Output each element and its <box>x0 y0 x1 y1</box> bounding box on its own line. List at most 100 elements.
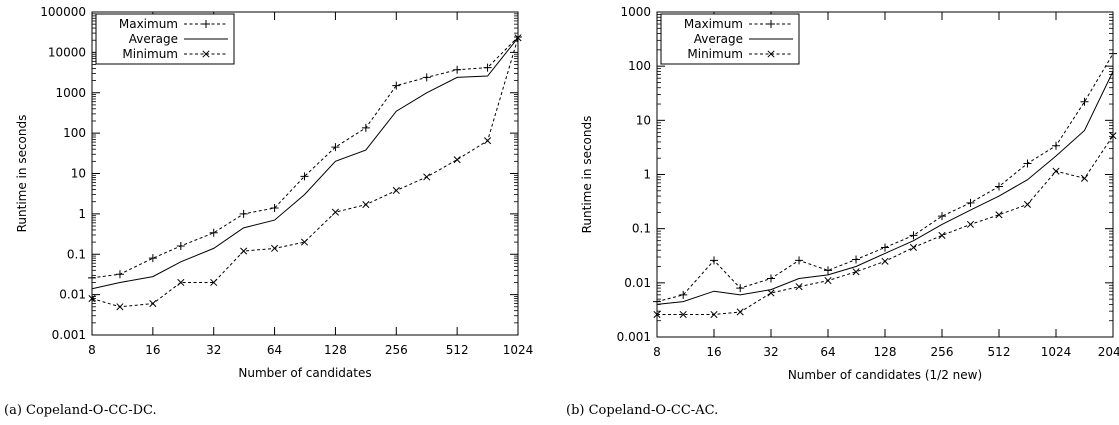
chart-a-series-minimum-point <box>423 173 431 181</box>
chart-b-series-maximum-point <box>679 290 688 299</box>
chart-a-series-minimum-point <box>240 247 248 255</box>
chart-a-series-minimum-point <box>362 201 370 209</box>
chart-a-series-minimum-point <box>116 303 124 311</box>
chart-b-series-minimum-point <box>966 220 975 228</box>
chart-b-series-maximum-point <box>710 256 718 265</box>
chart-b-series-minimum-line <box>657 135 1114 315</box>
caption-b: (b) Copeland-O-CC-AC. <box>566 403 719 418</box>
chart-b-series-minimum-point <box>995 211 1003 219</box>
chart-a-legend-marker <box>202 20 210 28</box>
chart-b-series-minimum-point <box>736 308 744 316</box>
chart-b-series-minimum-point <box>1080 174 1089 182</box>
chart-b-series-maximum-point <box>1109 49 1117 58</box>
chart-b-series-minimum-point <box>653 310 661 319</box>
chart-b-y-tick-label: 1 <box>643 168 651 182</box>
chart-b-x-tick-label: 32 <box>763 345 778 359</box>
chart-a-series-maximum-point <box>422 73 431 82</box>
chart-a-x-tick-label: 1024 <box>503 343 534 357</box>
chart-b-frame <box>656 11 1114 338</box>
chart-b-x-tick-label: 256 <box>931 345 954 359</box>
chart-b-series-average <box>656 71 1114 305</box>
chart-a-series-minimum-point <box>331 208 339 216</box>
chart-b-y-tick-label: 1000 <box>620 5 651 19</box>
chart-b-series-maximum-point <box>736 284 745 293</box>
chart-a-series-minimum-point <box>210 278 218 287</box>
chart-a-series-maximum-point <box>270 203 279 212</box>
chart-b-series-minimum <box>653 132 1117 319</box>
chart-a-y-tick-label: 0.1 <box>67 247 86 261</box>
chart-b-legend-label: Minimum <box>687 47 743 61</box>
chart-a-legend-marker <box>202 50 210 58</box>
chart-a-series-maximum-point <box>361 123 370 132</box>
chart-a-x-tick-label: 64 <box>267 343 282 357</box>
chart-a-y-tick-label: 100 <box>63 126 86 140</box>
chart-b-legend-label: Maximum <box>684 17 743 31</box>
chart-b-x-tick-label: 16 <box>706 345 721 359</box>
chart-b-y-tick-label: 100 <box>628 59 651 73</box>
chart-b-series-minimum-point <box>1109 132 1117 140</box>
chart-a-series-minimum-point <box>177 278 185 287</box>
chart-a-series-minimum-point <box>149 300 157 308</box>
chart-a-x-tick-label: 16 <box>145 343 160 357</box>
chart-a-series-average-line <box>91 37 519 290</box>
chart-a-x-tick-label: 128 <box>324 343 347 357</box>
chart-a-series-minimum <box>88 34 522 311</box>
chart-a-series-average <box>91 37 519 290</box>
caption-a: (a) Copeland-O-CC-DC. <box>4 403 157 418</box>
chart-a-series-minimum-point <box>514 34 522 42</box>
chart-b-series-minimum-point <box>795 283 803 291</box>
chart-a-y-tick-label: 10 <box>71 167 86 181</box>
chart-b-series-maximum-point <box>995 182 1003 191</box>
chart-a-series-maximum-point <box>115 270 124 279</box>
chart-b-series-maximum-point <box>1052 141 1060 150</box>
chart-a-series-minimum-line <box>91 37 519 308</box>
chart-b-x-tick-label: 2048 <box>1098 345 1119 359</box>
chart-b-series-maximum-point <box>966 198 975 207</box>
chart-b-x-axis-label: Number of candidates (1/2 new) <box>788 368 982 382</box>
chart-a-y-tick-label: 10000 <box>48 45 86 59</box>
chart-b-x-tick-label: 1024 <box>1041 345 1072 359</box>
chart-b-series-maximum-point <box>1023 159 1032 168</box>
chart-a-series-maximum-point <box>148 254 157 263</box>
chart-b-series-minimum-point <box>1052 167 1060 175</box>
chart-a-x-tick-label: 32 <box>206 343 221 357</box>
chart-a-series-maximum-point <box>483 63 492 72</box>
chart-a-x-tick-label: 512 <box>446 343 469 357</box>
chart-a-series-maximum-point <box>209 228 218 237</box>
chart-b-series-maximum-point <box>795 256 804 265</box>
chart-b-y-axis-label: Runtime in seconds <box>580 116 594 234</box>
chart-b-y-tick-label: 10 <box>636 113 651 127</box>
chart-a-series-maximum-point <box>514 33 522 42</box>
chart-a-y-tick-label: 100000 <box>40 5 86 19</box>
chart-a-series-maximum-point <box>88 273 96 282</box>
chart-b-series-minimum-point <box>1023 200 1032 208</box>
chart-b-y-tick-label: 0.001 <box>617 330 651 344</box>
chart-a-y-tick-label: 1 <box>78 207 86 221</box>
chart-a-series-minimum-point <box>484 137 492 145</box>
chart-b-series-maximum-line <box>656 53 1114 303</box>
chart-a-y-tick-label: 1000 <box>55 86 86 100</box>
chart-a-series-maximum <box>88 33 522 282</box>
chart-a-series-maximum-point <box>239 209 248 218</box>
chart-a-series-maximum-line <box>91 36 519 279</box>
chart-b-series-maximum-point <box>881 243 889 252</box>
chart-b-series-minimum-point <box>881 257 889 265</box>
chart-b-series-maximum <box>653 49 1117 306</box>
chart-a-x-tick-label: 8 <box>88 343 96 357</box>
chart-b-series-minimum-point <box>852 268 860 276</box>
chart-b-series-maximum-point <box>767 274 775 283</box>
chart-a-y-axis-label: Runtime in seconds <box>15 115 29 233</box>
chart-a-series-maximum-point <box>300 172 309 181</box>
chart-a-legend-label: Average <box>129 32 178 46</box>
chart-a-series-maximum-point <box>453 65 462 74</box>
chart-b-series-minimum-point <box>938 231 946 239</box>
chart-a: 0.001 0.01 0.1 1 10 100 1000 10000 100000 8 16 32 64… <box>15 5 533 380</box>
chart-b-series-maximum-point <box>909 231 918 240</box>
chart-b-y-tick-label: 0.01 <box>624 276 651 290</box>
chart-a-series-minimum-point <box>453 156 461 164</box>
chart-b-series-average-line <box>656 71 1114 305</box>
chart-a-x-axis-label: Number of candidates <box>238 366 371 380</box>
chart-b-x-tick-label: 128 <box>874 345 897 359</box>
